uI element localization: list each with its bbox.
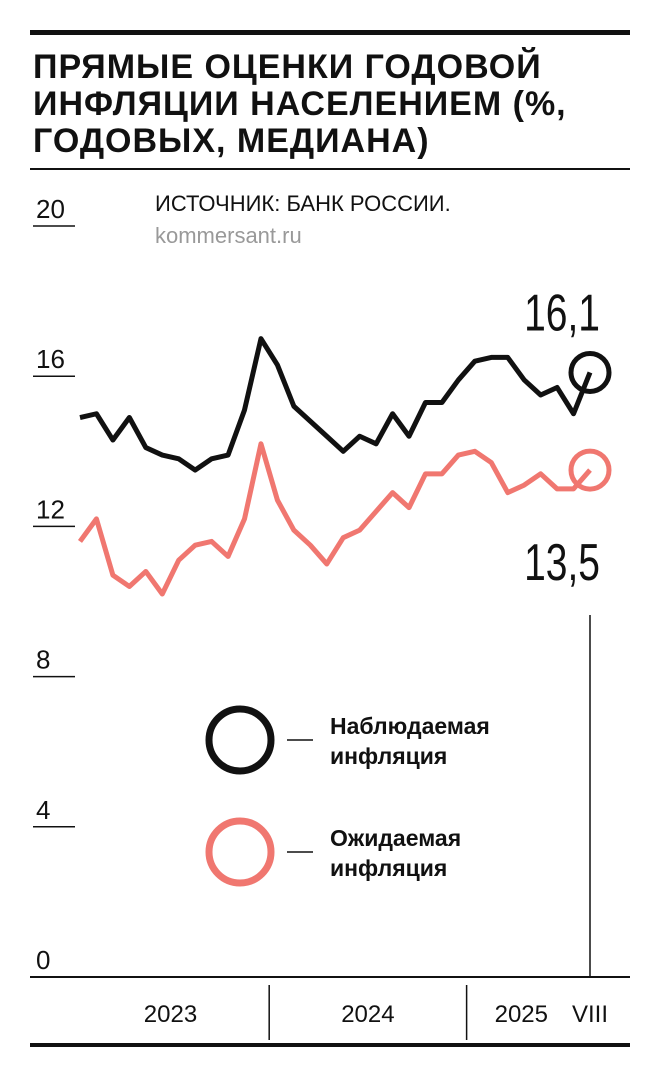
series-line bbox=[79, 336, 593, 473]
legend-line: инфляция bbox=[330, 855, 447, 881]
legend-line: Наблюдаемая bbox=[330, 713, 490, 739]
y-tick-label: 12 bbox=[36, 494, 65, 524]
end-label: 16,1 bbox=[524, 283, 600, 342]
end-marker bbox=[568, 448, 612, 492]
chart-title: ПРЯМЫЕ ОЦЕНКИ ГОДОВОЙ ИНФЛЯЦИИ НАСЕЛЕНИЕМ… bbox=[33, 47, 567, 160]
title-line: ИНФЛЯЦИИ НАСЕЛЕНИЕМ (%, bbox=[33, 85, 567, 123]
series-line bbox=[77, 441, 592, 597]
legend-line: инфляция bbox=[330, 743, 447, 769]
x-tick-label: 2024 bbox=[341, 1001, 394, 1028]
legend-marker bbox=[205, 817, 275, 887]
x-axis-line bbox=[30, 976, 630, 978]
y-tick-label: 16 bbox=[36, 344, 65, 374]
title-line: ПРЯМЫЕ ОЦЕНКИ ГОДОВОЙ bbox=[33, 47, 542, 86]
x-tick-label: VIII bbox=[572, 1001, 608, 1028]
end-label: 13,5 bbox=[524, 533, 600, 592]
title-line: ГОДОВЫХ, МЕДИАНА) bbox=[33, 122, 430, 160]
legend-label: Ожидаемая инфляция bbox=[330, 825, 461, 881]
title-rule bbox=[30, 168, 630, 170]
x-tick-label: 2025 bbox=[495, 1001, 548, 1028]
legend-line: Ожидаемая bbox=[330, 825, 461, 851]
credit: kommersant.ru bbox=[155, 223, 302, 248]
y-tick-label: 20 bbox=[36, 194, 65, 224]
x-tick-label: 2023 bbox=[144, 1001, 197, 1028]
end-marker bbox=[568, 350, 612, 394]
y-tick-label: 8 bbox=[36, 645, 50, 675]
y-tick-label: 4 bbox=[36, 795, 50, 825]
legend-marker bbox=[205, 705, 275, 775]
legend-label: Наблюдаемая инфляция bbox=[330, 713, 490, 769]
bottom-rule bbox=[30, 1043, 630, 1047]
y-tick-label: 0 bbox=[36, 945, 50, 975]
top-rule bbox=[30, 30, 630, 35]
source: ИСТОЧНИК: БАНК РОССИИ. bbox=[155, 191, 451, 216]
